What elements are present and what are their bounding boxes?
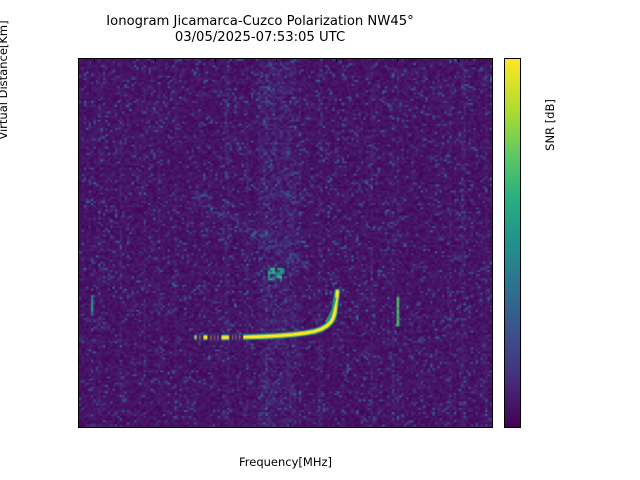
y-axis-label: Virtual Distance[Km]: [0, 20, 10, 140]
y-tick-mark: [78, 59, 79, 60]
y-tick-mark: [78, 244, 79, 245]
x-tick-mark: [397, 59, 399, 62]
x-axis-label: Frequency[MHz]: [239, 455, 332, 469]
colorbar-tick-mark: [504, 207, 505, 208]
y-tick-mark: [78, 182, 79, 183]
colorbar-tick-mark: [504, 355, 505, 356]
page-title: Ionogram Jicamarca-Cuzco Polarization NW…: [0, 14, 520, 46]
title-line-1: Ionogram Jicamarca-Cuzco Polarization NW…: [106, 14, 414, 29]
colorbar-tick-mark: [504, 133, 505, 134]
colorbar-tick-mark: [504, 281, 505, 282]
colorbar: 0510152025: [504, 58, 521, 428]
colorbar-gradient: [505, 59, 520, 427]
y-tick-mark: [78, 306, 79, 307]
ionogram-heatmap: [79, 59, 492, 427]
x-tick-mark: [275, 59, 277, 62]
y-tick-mark: [78, 367, 79, 368]
x-tick-mark: [457, 59, 459, 62]
ionogram-plot-area: 0500100015002000250030002468101214: [78, 58, 493, 428]
colorbar-tick-mark: [504, 59, 505, 60]
x-tick-mark: [336, 59, 338, 62]
x-tick-mark: [154, 59, 156, 62]
colorbar-label: SNR [dB]: [543, 99, 557, 151]
x-tick-mark: [94, 59, 96, 62]
title-line-2: 03/05/2025-07:53:05 UTC: [174, 30, 346, 45]
y-tick-mark: [78, 121, 79, 122]
x-tick-mark: [215, 59, 217, 62]
